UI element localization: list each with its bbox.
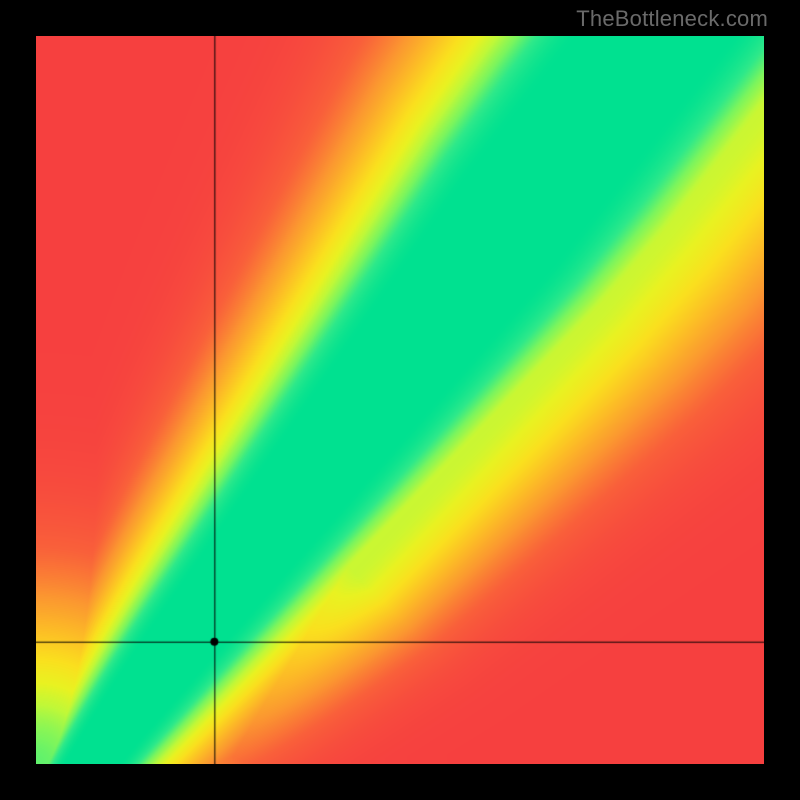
crosshair-overlay [36, 36, 764, 764]
heatmap-plot-area [36, 36, 764, 764]
watermark-text: TheBottleneck.com [576, 6, 768, 32]
